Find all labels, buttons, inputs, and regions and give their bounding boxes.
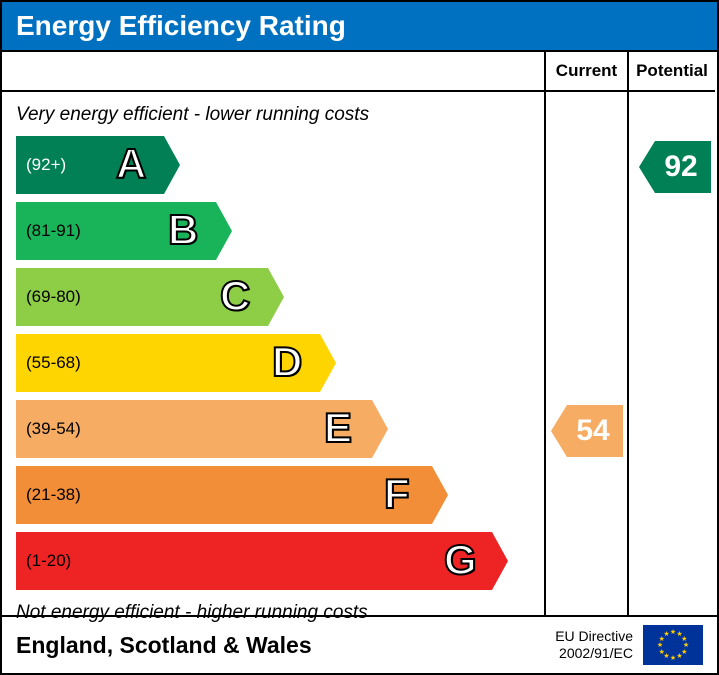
potential-body: 92 xyxy=(629,92,715,612)
directive-line1: EU Directive xyxy=(555,628,633,645)
band-row-e: (39-54)E xyxy=(16,400,544,458)
band-range: (1-20) xyxy=(26,551,71,571)
current-header: Current xyxy=(546,52,627,92)
band-list: (92+)A (81-91)B (69-80)C (55-68)D (39-54)E (2… xyxy=(2,136,544,590)
band-row-b: (81-91)B xyxy=(16,202,544,260)
caption-inefficient: Not energy efficient - higher running co… xyxy=(2,598,544,628)
band-row-c: (69-80)C xyxy=(16,268,544,326)
eu-star-icon: ★ xyxy=(663,630,669,638)
chart-title: Energy Efficiency Rating xyxy=(2,2,717,50)
region-label: England, Scotland & Wales xyxy=(16,632,555,659)
band-bar: (21-38) xyxy=(16,466,432,524)
bands-column: Very energy efficient - lower running co… xyxy=(2,52,544,615)
band-letter: A xyxy=(116,140,584,188)
caption-efficient: Very energy efficient - lower running co… xyxy=(2,100,544,130)
band-letter: C xyxy=(220,272,584,320)
band-letter: B xyxy=(168,206,584,254)
potential-header: Potential xyxy=(629,52,715,92)
potential-pointer: 92 xyxy=(655,141,711,193)
eu-star-icon: ★ xyxy=(670,654,676,662)
band-letter: D xyxy=(272,338,584,386)
current-column: Current 54 xyxy=(544,52,627,615)
band-bar: (1-20) xyxy=(16,532,492,590)
eu-star-icon: ★ xyxy=(670,628,676,636)
band-row-d: (55-68)D xyxy=(16,334,544,392)
eu-flag-icon: ★★★★★★★★★★★★ xyxy=(643,625,703,665)
bands-header-empty xyxy=(2,52,544,92)
potential-column: Potential 92 xyxy=(627,52,715,615)
directive-line2: 2002/91/EC xyxy=(555,645,633,662)
current-body: 54 xyxy=(546,92,627,612)
band-range: (21-38) xyxy=(26,485,81,505)
band-range: (81-91) xyxy=(26,221,81,241)
band-range: (55-68) xyxy=(26,353,81,373)
eu-directive: EU Directive 2002/91/EC xyxy=(555,628,633,662)
band-bar: (39-54) xyxy=(16,400,372,458)
band-row-g: (1-20)G xyxy=(16,532,544,590)
chart-grid: Very energy efficient - lower running co… xyxy=(2,50,717,615)
band-range: (69-80) xyxy=(26,287,81,307)
band-row-f: (21-38)F xyxy=(16,466,544,524)
current-pointer: 54 xyxy=(567,405,623,457)
bands-body: Very energy efficient - lower running co… xyxy=(2,92,544,612)
band-row-a: (92+)A xyxy=(16,136,544,194)
band-range: (92+) xyxy=(26,155,66,175)
band-range: (39-54) xyxy=(26,419,81,439)
epc-chart: Energy Efficiency Rating Very energy eff… xyxy=(0,0,719,675)
eu-star-icon: ★ xyxy=(676,652,682,660)
